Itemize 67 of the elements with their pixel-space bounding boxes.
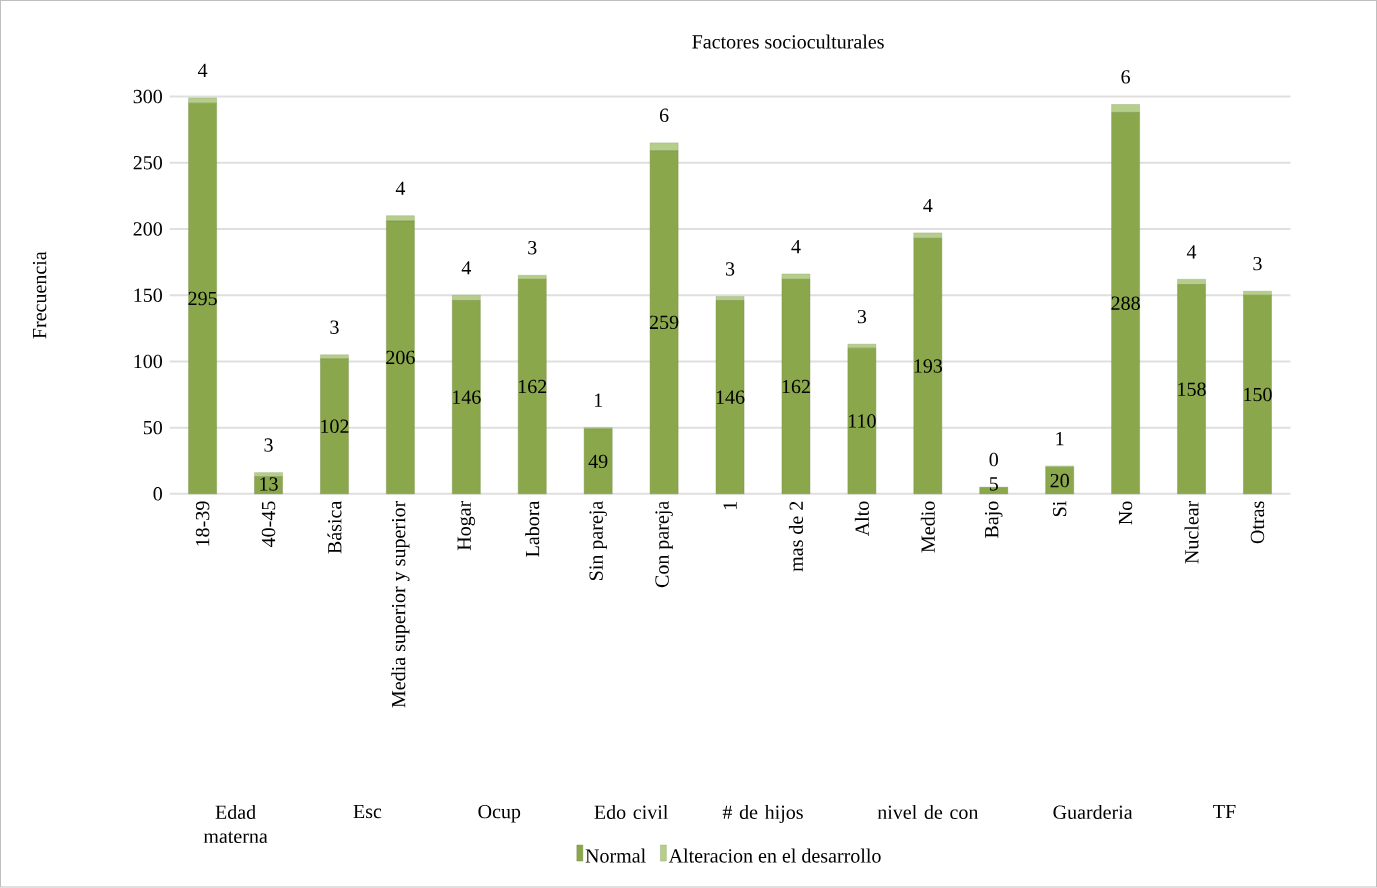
x-tick-label: 1 xyxy=(723,502,737,510)
x-tick-label: Con pareja xyxy=(655,501,673,588)
y-axis-title: Frecuencia xyxy=(32,251,47,339)
y-tick-label: 200 xyxy=(133,222,162,236)
x-tick-label: 18-39 xyxy=(195,501,210,546)
data-label: 162 xyxy=(782,380,810,394)
data-label: 150 xyxy=(1244,387,1272,402)
data-label: 3 xyxy=(330,320,339,335)
text: Esc xyxy=(353,805,382,819)
data-label: 206 xyxy=(386,350,415,365)
data-label: 193 xyxy=(914,359,943,373)
data-label: 146 xyxy=(453,390,481,405)
x-tick-label: Medio xyxy=(920,501,935,553)
legend-label: Alteracion en el desarrollo xyxy=(668,848,881,863)
data-label: 4 xyxy=(1186,245,1197,259)
text: Guarderia xyxy=(1053,805,1133,820)
text: Edo civil xyxy=(594,805,668,820)
x-tick-label: Básica xyxy=(327,501,342,554)
x-tick-label: Bajo xyxy=(985,501,1003,539)
text: Ocup xyxy=(478,805,521,823)
x-tick-label: No xyxy=(1118,501,1133,525)
text: Edad materna xyxy=(203,805,268,844)
x-tick-label: mas de 2 xyxy=(788,502,803,572)
text: nivel de con xyxy=(877,805,979,820)
text: TF xyxy=(1213,805,1236,819)
data-label: 4 xyxy=(395,181,406,196)
data-label: 20 xyxy=(1050,474,1069,488)
legend-label: Normal xyxy=(585,848,646,863)
data-label: 13 xyxy=(260,477,278,491)
x-tick-label: Otras xyxy=(1250,501,1265,544)
chart-title: Factores socioculturales xyxy=(692,34,884,49)
data-label: 1 xyxy=(1056,432,1064,446)
data-label: 6 xyxy=(1121,70,1131,84)
data-label: 0 xyxy=(989,453,998,467)
y-tick-label: 300 xyxy=(133,89,162,104)
data-label: 295 xyxy=(188,291,217,306)
data-label: 3 xyxy=(725,262,735,276)
data-label: 102 xyxy=(321,419,349,434)
data-label: 110 xyxy=(849,414,876,428)
data-label: 49 xyxy=(588,454,608,469)
data-label: 158 xyxy=(1178,382,1206,397)
x-tick-label: Labora xyxy=(525,501,540,557)
data-label: 6 xyxy=(659,108,669,123)
y-tick-label: 50 xyxy=(143,421,162,435)
y-tick-label: 250 xyxy=(133,156,162,170)
y-tick-label: 100 xyxy=(134,354,162,369)
x-tick-label: Sin pareja xyxy=(589,501,607,581)
text: # de hijos xyxy=(722,805,803,824)
x-tick-label: Si xyxy=(1052,501,1067,517)
x-tick-label: Alto xyxy=(854,501,869,537)
data-label: 3 xyxy=(528,241,537,255)
y-tick-label: 0 xyxy=(153,487,162,501)
data-label: 4 xyxy=(791,240,801,254)
data-label: 1 xyxy=(594,393,602,407)
data-label: 162 xyxy=(518,380,547,394)
data-label: 4 xyxy=(461,261,472,275)
x-tick-label: Nuclear xyxy=(1184,501,1199,564)
data-label: 3 xyxy=(264,438,273,452)
data-label: 3 xyxy=(857,310,867,324)
data-label: 4 xyxy=(923,199,933,213)
data-label: 288 xyxy=(1111,296,1140,311)
x-tick-label: 40-45 xyxy=(261,501,276,548)
x-tick-label: Media superior y superior xyxy=(391,501,410,708)
data-label: 4 xyxy=(197,64,208,78)
y-tick-label: 150 xyxy=(134,288,162,303)
x-tick-label: Hogar xyxy=(457,501,476,551)
data-label: 3 xyxy=(1253,257,1262,271)
